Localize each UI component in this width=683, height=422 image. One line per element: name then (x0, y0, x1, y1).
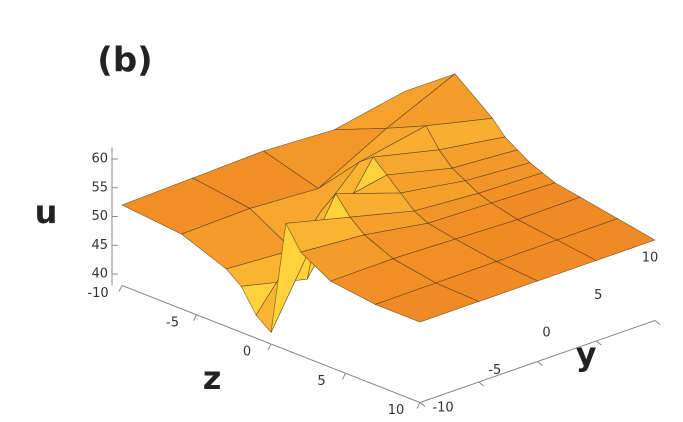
y-tick-label: -10 (432, 401, 453, 416)
u-tick-label: 55 (91, 180, 108, 195)
y-tick (654, 320, 661, 325)
z-tick (118, 285, 123, 292)
z-axis-label: z (203, 359, 222, 397)
u-tick-label: 45 (91, 238, 108, 253)
z-tick-label: 5 (317, 374, 325, 389)
u-tick-label: 60 (91, 152, 108, 167)
y-tick-label: -5 (488, 363, 501, 378)
y-tick-label: 0 (542, 326, 550, 341)
surface (121, 73, 656, 334)
u-axis-label: u (35, 193, 58, 231)
panel-label: (b) (97, 41, 152, 81)
y-tick (595, 340, 602, 346)
z-tick (267, 343, 272, 351)
z-tick-label: -5 (166, 315, 179, 330)
y-axis-label: y (576, 335, 597, 373)
z-tick-label: 10 (388, 403, 405, 418)
z-tick-label: -10 (87, 286, 108, 301)
z-tick (416, 402, 421, 409)
y-tick (478, 381, 485, 387)
surface-patch (374, 282, 480, 323)
y-tick (537, 361, 543, 366)
z-tick-label: 0 (243, 345, 251, 360)
y-tick-label: 5 (594, 288, 602, 303)
u-tick-label: 50 (91, 209, 108, 224)
z-tick (193, 314, 197, 321)
y-tick-label: 10 (642, 251, 659, 266)
y-tick (419, 402, 426, 407)
u-tick-label: 40 (91, 267, 108, 282)
z-tick (342, 373, 346, 380)
